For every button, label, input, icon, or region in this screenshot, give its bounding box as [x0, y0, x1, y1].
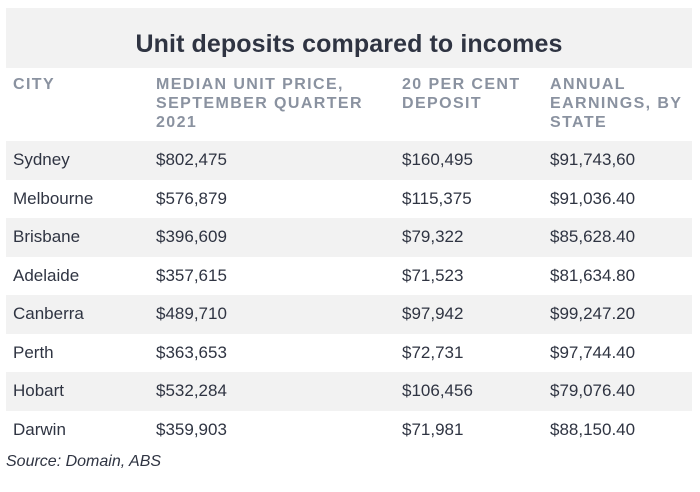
- source-note: Source: Domain, ABS: [6, 453, 162, 470]
- header-city: CITY: [13, 76, 56, 93]
- table-row: Hobart $532,284 $106,456 $79,076.40: [6, 372, 692, 410]
- table-row: Darwin $359,903 $71,981 $88,150.40: [6, 410, 692, 449]
- cell-city: Perth: [13, 342, 54, 362]
- cell-city: Adelaide: [13, 265, 80, 285]
- table-row: Brisbane $396,609 $79,322 $85,628.40: [6, 218, 692, 256]
- cell-median-price: $357,615: [156, 265, 227, 285]
- cell-earnings: $88,150.40: [550, 419, 636, 439]
- cell-city: Canberra: [13, 304, 84, 323]
- header-median-unit-price-label: MEDIAN UNIT PRICE, SEPTEMBER QUARTER 202…: [156, 76, 363, 131]
- cell-earnings: $81,634.80: [550, 265, 636, 285]
- header-deposit-label: 20 PER CENT DEPOSIT: [402, 76, 521, 112]
- cell-median-price: $576,879: [156, 188, 227, 208]
- header-median-unit-price: MEDIAN UNIT PRICE, SEPTEMBER QUARTER 202…: [156, 75, 376, 132]
- table-card: Unit deposits compared to incomes CITY M…: [6, 8, 692, 449]
- cell-earnings: $91,743,60: [550, 150, 636, 169]
- table-title: Unit deposits compared to incomes: [135, 30, 563, 58]
- cell-median-price: $363,653: [156, 342, 227, 362]
- table-row: Perth $363,653 $72,731 $97,744.40: [6, 333, 692, 372]
- cell-deposit: $71,523: [402, 265, 464, 285]
- cell-earnings: $79,076.40: [550, 381, 636, 400]
- cell-median-price: $489,710: [156, 304, 227, 323]
- cell-deposit: $72,731: [402, 342, 464, 362]
- cell-deposit: $115,375: [402, 188, 472, 208]
- header-annual-earnings: ANNUAL EARNINGS, BY STATE: [550, 75, 690, 132]
- cell-city: Hobart: [13, 381, 65, 400]
- table-row: Melbourne $576,879 $115,375 $91,036.40: [6, 179, 692, 218]
- header-deposit: 20 PER CENT DEPOSIT: [402, 75, 532, 113]
- cell-earnings: $85,628.40: [550, 227, 636, 246]
- cell-deposit: $71,981: [402, 419, 464, 439]
- table-row: Canberra $489,710 $97,942 $99,247.20: [6, 295, 692, 333]
- cell-deposit: $106,456: [402, 381, 473, 400]
- table-header-row: CITY MEDIAN UNIT PRICE, SEPTEMBER QUARTE…: [6, 68, 692, 141]
- cell-city: Melbourne: [13, 188, 94, 208]
- cell-deposit: $160,495: [402, 150, 473, 169]
- cell-median-price: $532,284: [156, 381, 227, 400]
- cell-city: Darwin: [13, 419, 66, 439]
- cell-deposit: $79,322: [402, 227, 464, 246]
- cell-earnings: $91,036.40: [550, 188, 636, 208]
- cell-earnings: $97,744.40: [550, 342, 636, 362]
- cell-deposit: $97,942: [402, 304, 464, 323]
- cell-city: Sydney: [13, 150, 70, 169]
- cell-median-price: $396,609: [156, 227, 227, 246]
- cell-earnings: $99,247.20: [550, 304, 636, 323]
- cell-city: Brisbane: [13, 227, 81, 246]
- table-row: Adelaide $357,615 $71,523 $81,634.80: [6, 256, 692, 295]
- cell-median-price: $359,903: [156, 419, 227, 439]
- table-row: Sydney $802,475 $160,495 $91,743,60: [6, 141, 692, 179]
- cell-median-price: $802,475: [156, 150, 227, 169]
- header-annual-earnings-label: ANNUAL EARNINGS, BY STATE: [550, 76, 683, 131]
